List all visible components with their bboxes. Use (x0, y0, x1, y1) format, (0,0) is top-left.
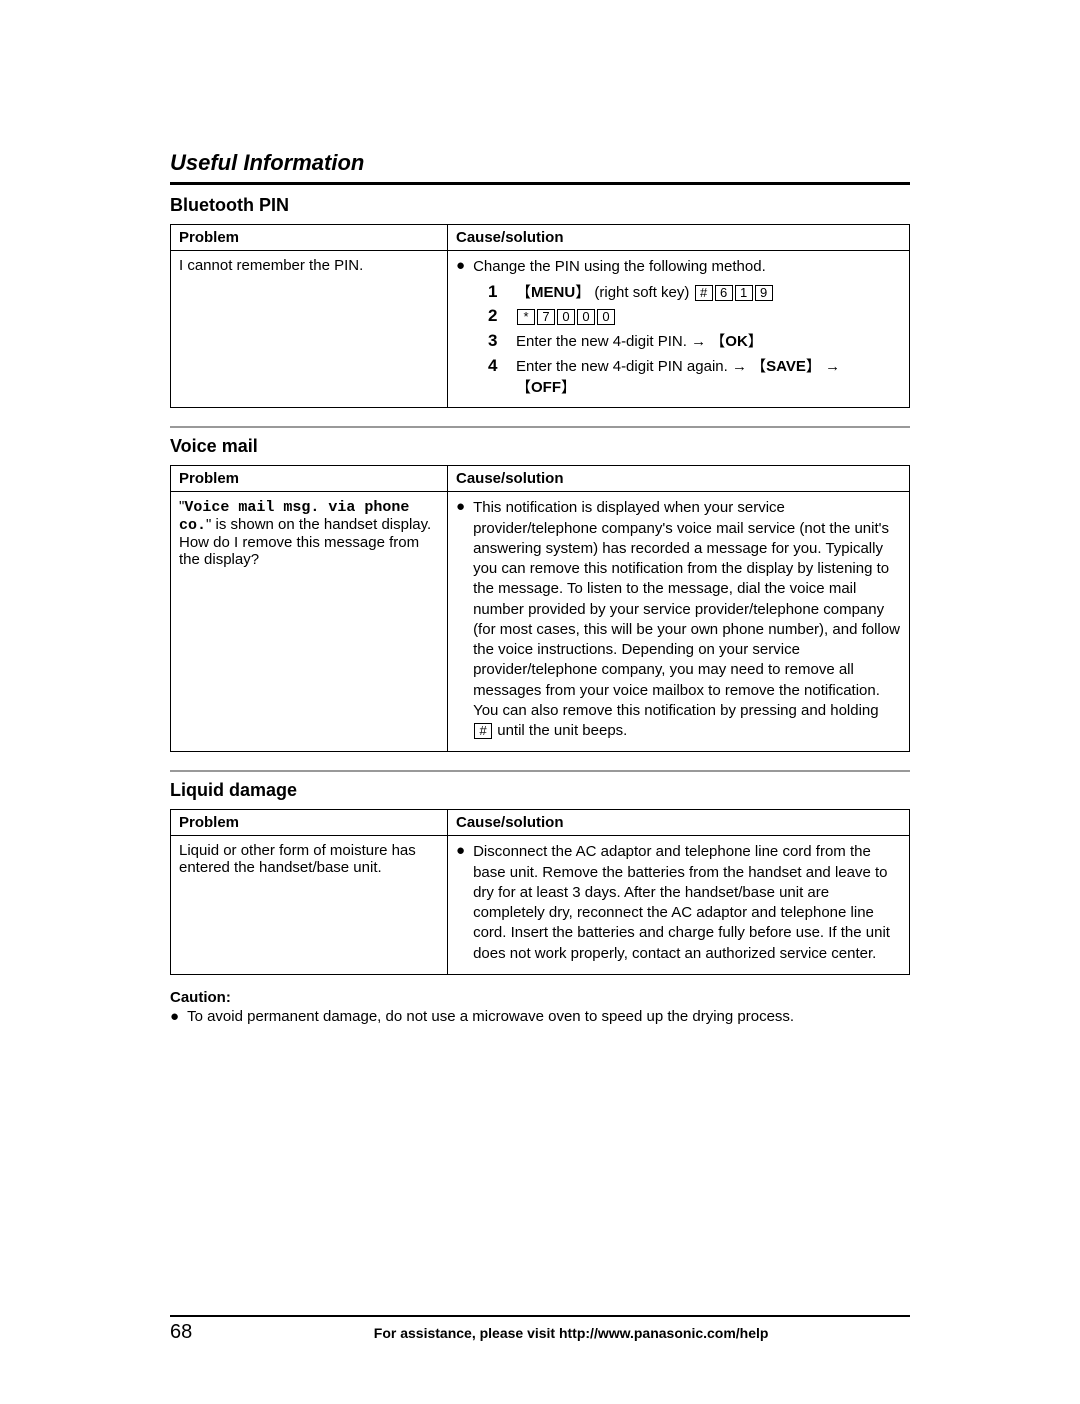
key-9: 9 (755, 285, 773, 301)
cell-solution: ● Change the PIN using the following met… (448, 251, 910, 408)
table-voicemail: Problem Cause/solution "Voice mail msg. … (170, 465, 910, 752)
table-row: "Voice mail msg. via phone co." is shown… (171, 492, 910, 752)
table-row: I cannot remember the PIN. ● Change the … (171, 251, 910, 408)
th-problem: Problem (171, 466, 448, 492)
key-star: * (517, 309, 535, 325)
section-title-liquid: Liquid damage (170, 780, 910, 801)
key-hash: # (474, 723, 492, 739)
th-problem: Problem (171, 225, 448, 251)
table-header-row: Problem Cause/solution (171, 225, 910, 251)
bullet-item: ● Change the PIN using the following met… (456, 257, 901, 277)
section-divider (170, 770, 910, 772)
page-header-title: Useful Information (170, 150, 910, 176)
section-title-voicemail: Voice mail (170, 436, 910, 457)
section-title-bluetooth: Bluetooth PIN (170, 195, 910, 216)
th-solution: Cause/solution (448, 225, 910, 251)
footer-assistance-text: For assistance, please visit http://www.… (232, 1325, 910, 1341)
caution-item: ● To avoid permanent damage, do not use … (170, 1008, 910, 1026)
bullet-icon: ● (456, 498, 465, 741)
bullet-item: ● Disconnect the AC adaptor and telephon… (456, 842, 901, 964)
th-solution: Cause/solution (448, 810, 910, 836)
key-0: 0 (577, 309, 595, 325)
cell-solution: ● Disconnect the AC adaptor and telephon… (448, 836, 910, 975)
step-number: 3 (488, 331, 502, 351)
key-1: 1 (735, 285, 753, 301)
key-hash: # (695, 285, 713, 301)
table-header-row: Problem Cause/solution (171, 810, 910, 836)
step-number: 2 (488, 306, 502, 326)
step-number: 1 (488, 282, 502, 302)
step-text: Enter the new 4-digit PIN again. → 【SAVE… (516, 355, 901, 397)
bullet-icon: ● (170, 1008, 179, 1026)
bullet-icon: ● (456, 842, 465, 964)
step-1: 1 【MENU】 (right soft key) #619 (488, 281, 901, 302)
step-2: 2 *7000 (488, 306, 901, 326)
step-3: 3 Enter the new 4-digit PIN. → 【OK】 (488, 330, 901, 351)
page: Useful Information Bluetooth PIN Problem… (0, 0, 1080, 1404)
caution-text: To avoid permanent damage, do not use a … (187, 1008, 794, 1026)
cell-solution: ● This notification is displayed when yo… (448, 492, 910, 752)
page-footer: 68 For assistance, please visit http://w… (170, 1315, 910, 1344)
key-0: 0 (557, 309, 575, 325)
header-rule (170, 182, 910, 185)
bullet-text: Disconnect the AC adaptor and telephone … (473, 842, 901, 964)
table-row: Liquid or other form of moisture has ent… (171, 836, 910, 975)
cell-problem: I cannot remember the PIN. (171, 251, 448, 408)
key-7: 7 (537, 309, 555, 325)
step-4: 4 Enter the new 4-digit PIN again. → 【SA… (488, 355, 901, 397)
footer-rule (170, 1315, 910, 1317)
cell-problem: "Voice mail msg. via phone co." is shown… (171, 492, 448, 752)
section-divider (170, 426, 910, 428)
table-header-row: Problem Cause/solution (171, 466, 910, 492)
table-liquid: Problem Cause/solution Liquid or other f… (170, 809, 910, 975)
th-problem: Problem (171, 810, 448, 836)
page-number: 68 (170, 1321, 192, 1344)
key-0: 0 (597, 309, 615, 325)
th-solution: Cause/solution (448, 466, 910, 492)
caution-label: Caution: (170, 989, 910, 1006)
cell-problem: Liquid or other form of moisture has ent… (171, 836, 448, 975)
step-text: 【MENU】 (right soft key) #619 (516, 281, 901, 302)
bullet-text: This notification is displayed when your… (473, 498, 901, 741)
step-text: Enter the new 4-digit PIN. → 【OK】 (516, 330, 901, 351)
bullet-icon: ● (456, 257, 465, 277)
step-text: *7000 (516, 308, 901, 325)
bullet-item: ● This notification is displayed when yo… (456, 498, 901, 741)
table-bluetooth: Problem Cause/solution I cannot remember… (170, 224, 910, 408)
bullet-text: Change the PIN using the following metho… (473, 257, 901, 277)
key-6: 6 (715, 285, 733, 301)
step-number: 4 (488, 356, 502, 376)
